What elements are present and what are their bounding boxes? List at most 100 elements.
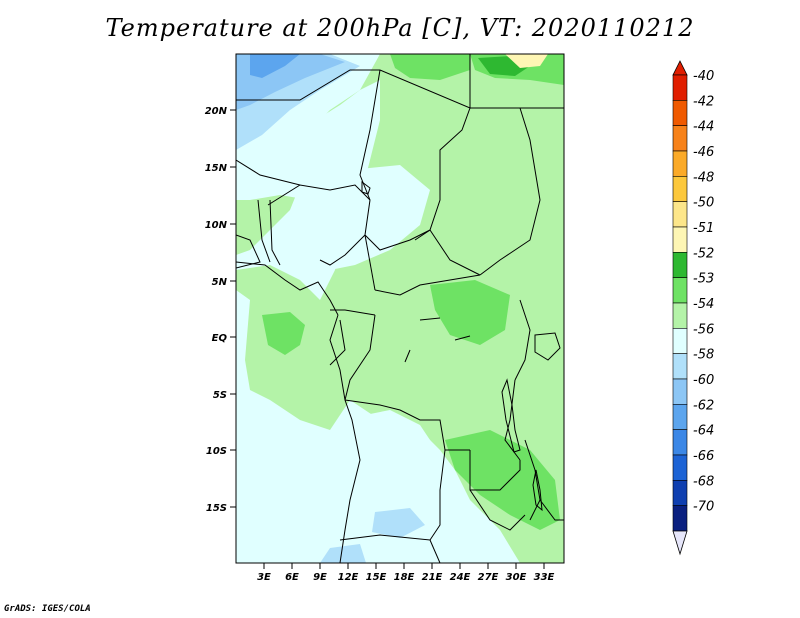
colorbar-box — [672, 378, 688, 405]
colorbar-level-label: -50 — [693, 196, 714, 211]
colorbar-level-label: -62 — [693, 398, 714, 413]
country-borders — [236, 54, 564, 563]
lon-label: 27E — [478, 572, 499, 583]
colorbar-box — [672, 302, 688, 329]
colorbar-level-label: -46 — [693, 145, 714, 160]
colorbar-box — [672, 328, 688, 354]
colorbar-box — [672, 201, 688, 228]
field-region-minus52-se — [445, 430, 560, 530]
colorbar-level-label: -70 — [693, 500, 714, 515]
colorbar-level-label: -44 — [693, 120, 714, 135]
colorbar-box — [672, 100, 688, 126]
colorbar-level-label: -68 — [693, 474, 714, 489]
colorbar-box — [672, 505, 688, 532]
coast-gulf-guinea — [236, 261, 339, 316]
colorbar-box — [672, 176, 688, 202]
border-niger-chad — [359, 69, 381, 201]
lat-label: 15S — [206, 503, 227, 514]
border-car-sudan — [429, 229, 481, 276]
border-chad-car — [364, 229, 431, 251]
border-niger-algeria — [236, 69, 380, 101]
colorbar-level-label: -51 — [693, 221, 714, 236]
lat-label: 15N — [205, 163, 228, 174]
colorbar-level-label: -56 — [693, 322, 714, 337]
map-frame — [235, 53, 565, 564]
colorbar-under-arrow — [672, 530, 688, 556]
colorbar-level-label: -42 — [693, 94, 714, 109]
lon-label: 6E — [285, 572, 299, 583]
border-angola-zambia — [439, 449, 446, 491]
field-region-minus53-west — [236, 185, 300, 255]
border-mali-niger — [236, 159, 301, 186]
colorbar-box — [672, 353, 688, 380]
lon-label: 9E — [313, 572, 327, 583]
chart-title: Temperature at 200hPa [C], VT: 202011021… — [105, 14, 695, 42]
colorbar-level-label: -60 — [693, 373, 714, 388]
border-zambia-zimbabwe — [469, 489, 526, 531]
lon-label: 3E — [257, 572, 271, 583]
field-region-minus52-north — [390, 54, 470, 80]
border-gabon-congo — [329, 319, 346, 366]
border-drc-zambia — [469, 450, 521, 491]
border-mozambique — [539, 499, 564, 521]
lon-label: 21E — [422, 572, 443, 583]
colorbar-labels: -40 -42 -44 -46 -48 -50 -51 -52 -53 -54 -56 -58 -60 -… — [693, 69, 714, 515]
colorbar-box — [672, 429, 688, 456]
field-region-minus50 — [505, 54, 548, 68]
border-sudan-ethiopia — [479, 107, 541, 276]
field-region-minus56-south1 — [372, 508, 425, 538]
border-nigeria-cameroon — [319, 199, 371, 266]
border-malawi — [524, 439, 541, 521]
colorbar-level-label: -58 — [693, 348, 714, 363]
lake-chad — [361, 181, 371, 195]
colorbar-box — [672, 125, 688, 152]
colorbar-box — [672, 252, 688, 278]
lake-victoria — [534, 332, 561, 361]
lat-label: 20N — [205, 106, 228, 117]
colorbar-level-label: -66 — [693, 449, 714, 464]
colorbar-level-label: -48 — [693, 170, 714, 185]
border-car-drc — [374, 274, 481, 296]
colorbar-box — [672, 226, 688, 253]
lat-label: 10S — [206, 446, 227, 457]
credit-text: GrADS: IGES/COLA — [4, 604, 91, 614]
colorbar-level-label: -40 — [693, 69, 714, 84]
border-congo-drc — [344, 314, 376, 401]
colorbar-box — [672, 404, 688, 430]
border-west-coast — [236, 234, 261, 269]
colorbar-level-label: -54 — [693, 297, 714, 312]
colorbar-boxes — [672, 74, 688, 532]
longitude-axis: 3E 6E 9E 12E 15E 18E 21E 24E 27E 30E 33E — [257, 563, 555, 583]
border-drc-tanzania — [504, 379, 521, 461]
colorbar-box — [672, 454, 688, 481]
colorbar-level-label: -64 — [693, 424, 714, 439]
lon-label: 24E — [450, 572, 471, 583]
colorbar-over-arrow — [672, 60, 688, 76]
lon-label: 33E — [534, 572, 555, 583]
lon-label: 12E — [338, 572, 359, 583]
colorbar-level-label: -53 — [693, 272, 714, 287]
lat-label: 5N — [212, 277, 228, 288]
latitude-axis: 20N 15N 10N 5N EQ 5S 10S 15S — [205, 106, 236, 514]
lat-label: 10N — [205, 220, 228, 231]
border-nigeria-niger — [267, 184, 371, 206]
border-cameroon-car — [364, 234, 376, 291]
lake-malawi — [532, 469, 543, 512]
temperature-field — [236, 54, 564, 563]
border-botswana — [429, 539, 441, 563]
colorbar-box — [672, 74, 688, 101]
lon-label: 30E — [506, 572, 527, 583]
lat-label: EQ — [212, 333, 228, 344]
colorbar-level-label: -52 — [693, 246, 714, 261]
field-region-minus56-south2 — [320, 544, 366, 563]
lake-tanganyika — [501, 378, 521, 453]
colorbar-box — [672, 480, 688, 506]
field-region-minus52-gabon — [262, 312, 305, 355]
field-region-minus52-central — [430, 280, 510, 345]
border-drc-uganda — [514, 299, 531, 381]
rivers-central — [404, 317, 471, 363]
lon-label: 18E — [394, 572, 415, 583]
field-region-minus60-nw — [250, 54, 300, 78]
colorbar: -40 -42 -44 -46 -48 -50 -51 -52 -53 -54 -56 -58 -60 -… — [672, 60, 714, 556]
